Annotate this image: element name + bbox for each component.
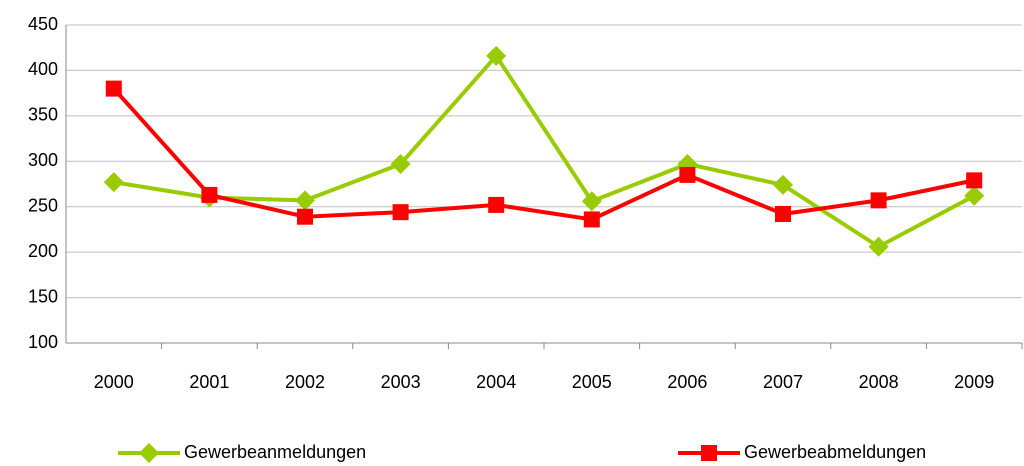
x-tick-label: 2002: [285, 372, 325, 392]
y-tick-label: 250: [28, 195, 58, 215]
marker: [775, 205, 791, 222]
marker: [103, 172, 124, 193]
marker: [297, 208, 313, 225]
y-tick-label: 350: [28, 105, 58, 125]
marker: [486, 45, 507, 66]
marker: [201, 186, 218, 203]
x-tick-label: 2000: [94, 372, 134, 392]
x-tick-label: 2003: [381, 372, 421, 392]
marker: [966, 172, 983, 189]
marker: [701, 445, 717, 461]
marker: [773, 174, 793, 195]
y-tick-label: 150: [28, 286, 58, 306]
x-tick-label: 2007: [763, 372, 803, 392]
marker: [139, 443, 159, 463]
x-tick-label: 2008: [859, 372, 899, 392]
marker: [105, 80, 122, 97]
marker: [295, 190, 315, 211]
marker: [390, 154, 411, 175]
y-tick-label: 100: [28, 332, 58, 352]
marker: [679, 166, 696, 183]
marker: [583, 211, 600, 228]
y-tick-label: 200: [28, 241, 58, 261]
legend-label: Gewerbeanmeldungen: [184, 442, 366, 462]
x-tick-label: 2004: [476, 372, 516, 392]
marker: [870, 192, 887, 209]
series-line: [113, 53, 976, 249]
marker: [581, 191, 602, 212]
x-tick-label: 2006: [667, 372, 707, 392]
marker: [868, 236, 889, 257]
y-tick-label: 400: [28, 59, 58, 79]
marker: [964, 185, 985, 206]
x-tick-label: 2009: [954, 372, 994, 392]
y-tick-label: 450: [28, 14, 58, 34]
marker: [392, 204, 409, 221]
series-line: [112, 87, 975, 222]
x-tick-label: 2001: [189, 372, 229, 392]
x-tick-label: 2005: [572, 372, 612, 392]
legend-label: Gewerbeabmeldungen: [744, 442, 926, 462]
y-tick-label: 300: [28, 150, 58, 170]
marker: [488, 196, 505, 213]
